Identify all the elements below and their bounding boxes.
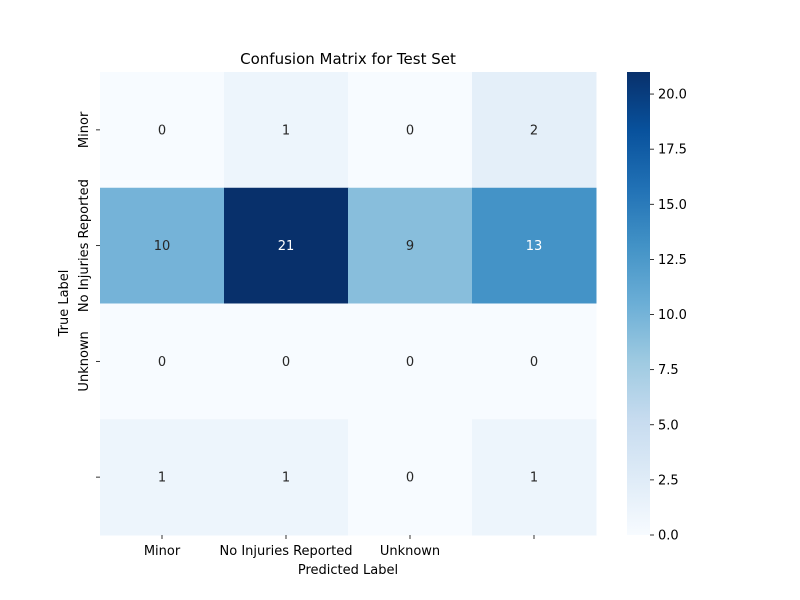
cell-value-label: 1 [158,471,166,486]
y-tick-label: No Injuries Reported [77,179,92,312]
heatmap-cell [348,419,473,536]
colorbar-tick-label: 5.0 [658,418,679,433]
cell-value-label: 1 [530,471,538,486]
colorbar-tick-label: 15.0 [658,198,687,213]
cell-value-label: 0 [530,355,538,370]
x-axis-label: Predicted Label [298,563,398,578]
chart-title: Confusion Matrix for Test Set [240,50,456,68]
x-tick-label: No Injuries Reported [220,544,353,559]
colorbar-tick-label: 20.0 [658,88,687,103]
colorbar-tick-label: 17.5 [658,143,687,158]
x-tick-label: Unknown [380,544,440,559]
heatmap-cell [472,72,597,189]
colorbar-tick-label: 0.0 [658,529,679,544]
heatmap-cell [224,303,349,420]
y-tick-label: Minor [77,111,92,148]
heatmap-cell [224,72,349,189]
cell-value-label: 10 [154,239,171,254]
colorbar-tick-label: 10.0 [658,308,687,323]
heatmap-cell [100,303,225,420]
cell-value-label: 2 [530,123,538,138]
cell-value-label: 0 [282,355,290,370]
heatmap-cell [348,187,473,304]
y-tick-label: Unknown [77,331,92,391]
colorbar [627,72,650,535]
cell-value-label: 0 [158,355,166,370]
x-tick-label: Minor [144,544,181,559]
heatmap-cell [348,303,473,420]
cell-value-label: 9 [406,239,414,254]
heatmap-cell [348,72,473,189]
y-axis-label: True Label [57,270,72,338]
cell-value-label: 21 [278,239,295,254]
cell-value-label: 13 [526,239,543,254]
heatmap-cell [224,187,349,304]
heatmap-cell [100,72,225,189]
heatmap-cell [100,187,225,304]
cell-value-label: 0 [406,471,414,486]
heatmap-cells: 0 1 0 210 21 9 130 0 0 01 1 0 1 [100,72,597,536]
heatmap-cell [472,419,597,536]
colorbar-tick-label: 7.5 [658,363,679,378]
cell-value-label: 1 [282,471,290,486]
heatmap-cell [472,187,597,304]
heatmap-cell [100,419,225,536]
y-tick-labels: Minor No Injuries Reported Unknown [77,111,100,478]
colorbar-ticks: 0.0 2.5 5.0 7.5 10.0 12.5 15.0 17.5 20.0 [650,88,687,544]
colorbar-tick-label: 12.5 [658,253,687,268]
x-tick-labels: Minor No Injuries Reported Unknown [144,535,535,559]
colorbar-tick-label: 2.5 [658,473,679,488]
cell-value-label: 0 [158,123,166,138]
heatmap-cell [472,303,597,420]
heatmap-cell [224,419,349,536]
cell-value-label: 0 [406,355,414,370]
cell-value-label: 0 [406,123,414,138]
cell-value-label: 1 [282,123,290,138]
